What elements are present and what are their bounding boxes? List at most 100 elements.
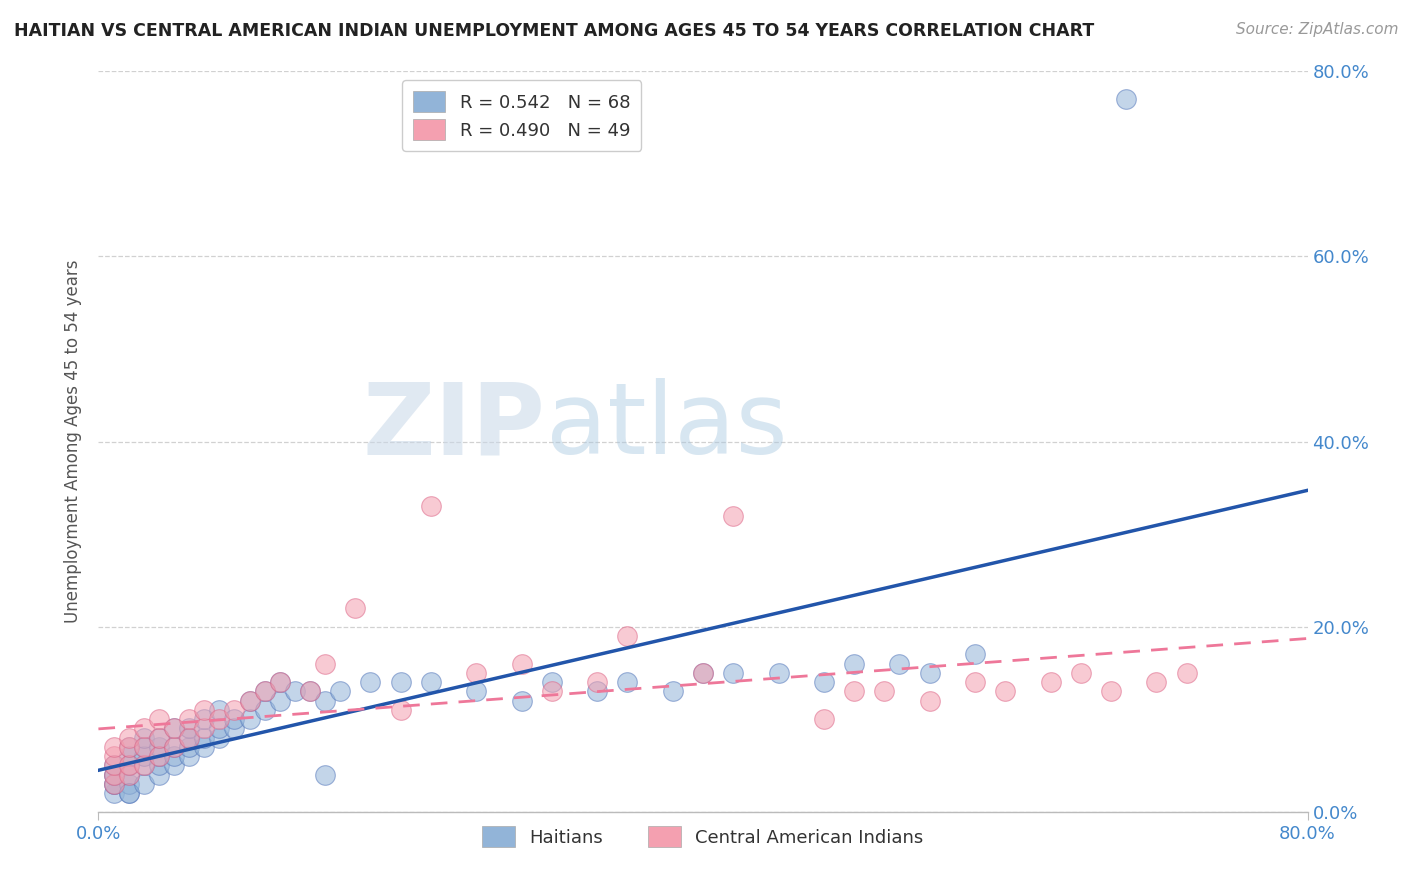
Point — [224, 722, 246, 736]
Point — [344, 601, 367, 615]
Point — [918, 665, 941, 680]
Point — [103, 767, 125, 781]
Point — [118, 767, 141, 781]
Point — [540, 675, 562, 690]
Point — [1070, 665, 1092, 680]
Point — [253, 703, 276, 717]
Point — [661, 684, 683, 698]
Point — [965, 648, 987, 662]
Point — [118, 786, 141, 800]
Point — [132, 731, 155, 745]
Point — [179, 712, 201, 726]
Point — [163, 739, 186, 754]
Point — [1115, 92, 1137, 106]
Point — [193, 722, 215, 736]
Point — [103, 758, 125, 772]
Point — [389, 675, 412, 690]
Point — [314, 767, 336, 781]
Point — [994, 684, 1017, 698]
Point — [148, 731, 170, 745]
Point — [179, 731, 201, 745]
Point — [239, 694, 262, 708]
Point — [284, 684, 307, 698]
Point — [510, 694, 533, 708]
Point — [253, 684, 276, 698]
Point — [163, 749, 186, 764]
Point — [723, 665, 745, 680]
Point — [148, 712, 170, 726]
Point — [163, 722, 186, 736]
Point — [269, 675, 291, 690]
Point — [118, 731, 141, 745]
Point — [132, 777, 155, 791]
Point — [723, 508, 745, 523]
Point — [118, 758, 141, 772]
Point — [813, 712, 835, 726]
Point — [314, 694, 336, 708]
Point — [1039, 675, 1062, 690]
Point — [239, 712, 262, 726]
Point — [132, 758, 155, 772]
Point — [148, 749, 170, 764]
Point — [965, 675, 987, 690]
Point — [360, 675, 382, 690]
Point — [148, 749, 170, 764]
Point — [163, 739, 186, 754]
Point — [510, 657, 533, 671]
Point — [132, 758, 155, 772]
Point — [208, 712, 231, 726]
Point — [132, 739, 155, 754]
Text: HAITIAN VS CENTRAL AMERICAN INDIAN UNEMPLOYMENT AMONG AGES 45 TO 54 YEARS CORREL: HAITIAN VS CENTRAL AMERICAN INDIAN UNEMP… — [14, 22, 1094, 40]
Point — [616, 629, 638, 643]
Point — [193, 712, 215, 726]
Text: atlas: atlas — [546, 378, 787, 475]
Point — [269, 694, 291, 708]
Point — [103, 749, 125, 764]
Point — [389, 703, 412, 717]
Point — [1175, 665, 1198, 680]
Point — [692, 665, 714, 680]
Point — [193, 731, 215, 745]
Point — [253, 684, 276, 698]
Point — [118, 767, 141, 781]
Point — [163, 722, 186, 736]
Point — [103, 758, 125, 772]
Point — [179, 722, 201, 736]
Point — [889, 657, 911, 671]
Point — [465, 684, 488, 698]
Point — [103, 777, 125, 791]
Point — [193, 703, 215, 717]
Point — [118, 749, 141, 764]
Point — [208, 731, 231, 745]
Point — [132, 739, 155, 754]
Point — [239, 694, 262, 708]
Point — [179, 731, 201, 745]
Point — [118, 739, 141, 754]
Point — [132, 722, 155, 736]
Y-axis label: Unemployment Among Ages 45 to 54 years: Unemployment Among Ages 45 to 54 years — [65, 260, 83, 624]
Point — [1099, 684, 1122, 698]
Point — [314, 657, 336, 671]
Point — [179, 749, 201, 764]
Point — [208, 722, 231, 736]
Point — [540, 684, 562, 698]
Point — [586, 675, 609, 690]
Point — [692, 665, 714, 680]
Point — [299, 684, 322, 698]
Point — [179, 739, 201, 754]
Point — [163, 758, 186, 772]
Point — [118, 739, 141, 754]
Point — [118, 786, 141, 800]
Point — [420, 675, 443, 690]
Point — [148, 767, 170, 781]
Text: Source: ZipAtlas.com: Source: ZipAtlas.com — [1236, 22, 1399, 37]
Point — [193, 739, 215, 754]
Point — [103, 767, 125, 781]
Point — [873, 684, 896, 698]
Point — [813, 675, 835, 690]
Point — [299, 684, 322, 698]
Point — [118, 777, 141, 791]
Point — [103, 777, 125, 791]
Point — [103, 777, 125, 791]
Point — [132, 749, 155, 764]
